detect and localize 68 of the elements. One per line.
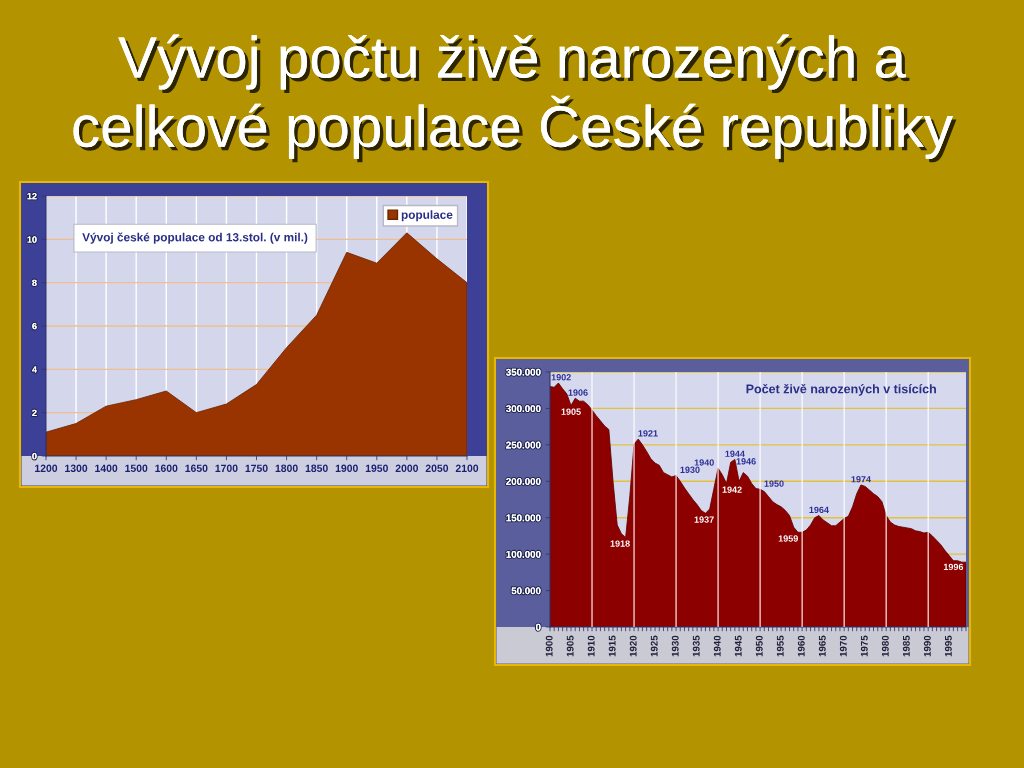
text: Vývoj počtu živě narozených a celkové populace České republiky (73, 34, 957, 163)
annotation: 1905 (561, 408, 581, 415)
y-tick-label: 0 (32, 452, 37, 460)
y-tick-label: 50.000 (511, 587, 541, 595)
y-tick-label: 4 (32, 366, 37, 373)
x-tick-label: 2000 (395, 464, 419, 472)
annotation: 1974 (851, 476, 871, 483)
annotation: 1950 (764, 480, 784, 487)
x-tick-label: 1940 (713, 635, 721, 657)
annotation: 1942 (722, 486, 742, 493)
x-tick-label: 2050 (425, 464, 449, 472)
legend-label: populace (401, 210, 453, 222)
x-tick-label: 1995 (944, 635, 952, 657)
x-tick-label: 1965 (818, 635, 826, 657)
x-tick-label: 1700 (215, 464, 238, 472)
x-tick-label: 1300 (65, 464, 88, 472)
annotation: 1937 (694, 516, 714, 523)
annotation: 1996 (943, 563, 964, 571)
text: Vývoj české populace od 13.stol. (v mil.) (82, 232, 308, 244)
annotation: 1940 (694, 459, 714, 466)
y-tick-label: 350.000 (506, 368, 541, 376)
x-tick-label: 1900 (335, 464, 358, 472)
y-tick-label: 150.000 (506, 514, 541, 522)
annotation: 1946 (736, 458, 756, 465)
y-tick-label: 200.000 (506, 478, 541, 485)
annotation: 1902 (551, 374, 571, 381)
x-tick-label: 1930 (671, 635, 679, 657)
x-tick-label: 1945 (734, 635, 742, 657)
y-tick-label: 10 (27, 236, 37, 243)
x-tick-label: 1600 (155, 464, 178, 472)
x-tick-label: 1950 (365, 464, 388, 472)
x-tick-label: 1900 (545, 635, 553, 657)
x-tick-label: 1980 (881, 635, 889, 657)
y-tick-label: 100.000 (506, 550, 541, 558)
x-tick-label: 1750 (245, 464, 268, 472)
x-tick-label: 1935 (692, 635, 700, 657)
y-tick-label: 300.000 (506, 405, 541, 413)
annotation: 1921 (638, 430, 658, 437)
x-tick-label: 1920 (629, 635, 637, 657)
x-tick-label: 1905 (566, 635, 574, 657)
x-tick-label: 1955 (776, 635, 784, 657)
annotation: 1906 (568, 389, 588, 396)
y-tick-label: 2 (32, 409, 37, 416)
x-tick-label: 1200 (35, 464, 58, 472)
x-tick-label: 1910 (587, 635, 595, 657)
x-tick-label: 1985 (902, 635, 910, 657)
x-tick-label: 1975 (860, 635, 868, 657)
annotation: 1964 (809, 506, 829, 514)
x-tick-label: 1650 (185, 464, 208, 472)
y-tick-label: 8 (32, 279, 37, 287)
x-tick-label: 1970 (839, 635, 847, 657)
y-tick-label: 6 (32, 322, 37, 330)
y-tick-label: 12 (27, 192, 37, 200)
x-tick-label: 1990 (923, 635, 931, 657)
annotation: 1918 (610, 540, 630, 547)
annotation: 1959 (778, 535, 798, 542)
x-tick-label: 1850 (305, 464, 328, 472)
x-tick-label: 1400 (95, 464, 118, 472)
y-tick-label: 250.000 (506, 441, 541, 449)
x-tick-label: 1925 (650, 635, 658, 657)
text: Počet živě narozených v tisících (746, 383, 936, 396)
x-tick-label: 1915 (608, 635, 616, 657)
x-tick-label: 1950 (755, 635, 763, 657)
x-tick-label: 1960 (797, 635, 805, 657)
x-tick-label: 2100 (455, 464, 479, 472)
x-tick-label: 1500 (125, 464, 148, 472)
x-tick-label: 1800 (275, 464, 298, 472)
annotation: 1944 (725, 450, 745, 457)
